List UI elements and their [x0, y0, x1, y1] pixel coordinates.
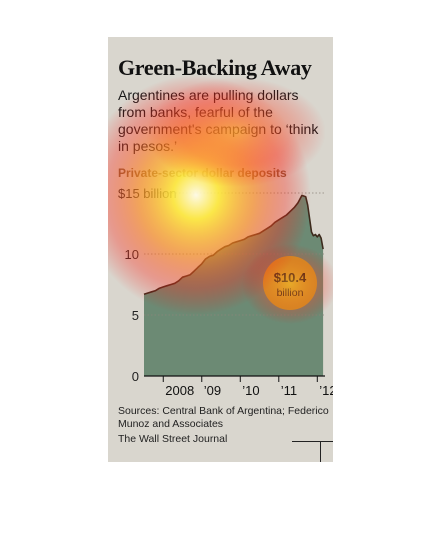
y-tick-label: $15 billion	[118, 186, 177, 201]
crop-mark-horizontal	[292, 441, 333, 442]
source-note: Sources: Central Bank of Argentina; Fede…	[118, 405, 329, 430]
y-tick-label: 5	[132, 308, 139, 323]
y-tick-label: 10	[125, 247, 139, 262]
chart-title: Private-sector dollar deposits	[118, 166, 287, 180]
x-tick-label: ’09	[204, 383, 221, 398]
credit-line: The Wall Street Journal	[118, 433, 228, 445]
callout-value: $10.4	[274, 270, 307, 285]
x-tick-label: ’11	[281, 383, 297, 398]
deposits-chart: Private-sector dollar deposits 0 5 10 $15 bi…	[118, 166, 333, 398]
x-tick-label: ’12	[319, 383, 333, 398]
graphic-card: Green-Backing Away Argentines are pullin…	[108, 37, 333, 462]
x-tick-label: 2008	[165, 383, 194, 398]
x-tick-label: ’10	[242, 383, 259, 398]
y-tick-label: 0	[132, 369, 139, 384]
crop-mark-vertical	[320, 441, 321, 462]
callout-unit: billion	[277, 287, 304, 299]
